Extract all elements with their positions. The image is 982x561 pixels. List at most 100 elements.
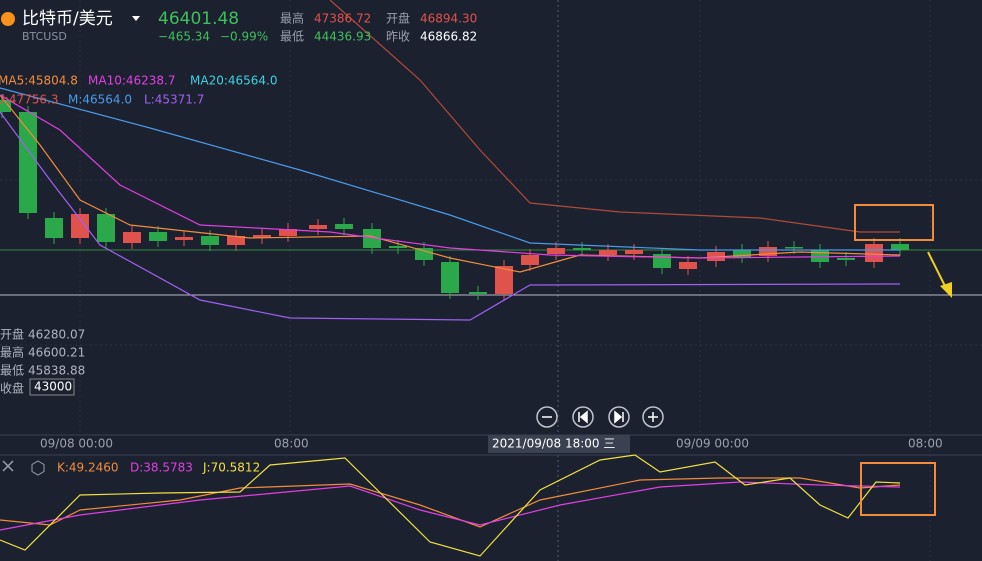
kdj-labels: K:49.2460 D:38.5783 J:70.5812 bbox=[57, 461, 260, 475]
symbol-code: BTCUSD bbox=[22, 30, 67, 43]
kdj-label: J:70.5812 bbox=[202, 461, 260, 475]
time-axis: 09/08 00:00 08:00 2021/09/08 18:00 三 09/09 … bbox=[40, 435, 943, 453]
candle-body bbox=[253, 235, 271, 238]
tooltip-value: 45838.88 bbox=[28, 364, 85, 378]
arrow-head bbox=[940, 282, 952, 298]
candle-body bbox=[309, 225, 327, 229]
candle-body bbox=[441, 262, 459, 293]
candle-body bbox=[573, 248, 591, 250]
change-pct: −0.99% bbox=[220, 30, 268, 44]
stats: 最高 47386.72 开盘 46894.30 最低 44436.93 昨收 46866.82 bbox=[280, 11, 477, 44]
candle-body bbox=[733, 250, 751, 257]
boll-label: M:46564.0 bbox=[68, 93, 132, 107]
time-label: 09/08 00:00 bbox=[40, 437, 113, 451]
candle-body bbox=[71, 214, 89, 238]
candles bbox=[0, 94, 909, 300]
highlight-box bbox=[860, 462, 936, 516]
stat-label: 最高 bbox=[280, 11, 304, 26]
candle-body bbox=[521, 255, 539, 265]
boll-lower bbox=[0, 111, 901, 321]
candle-body bbox=[19, 112, 37, 213]
candle-body bbox=[201, 236, 219, 245]
boll-label: U:47756.3 bbox=[0, 93, 58, 107]
candle-body bbox=[415, 248, 433, 260]
stat-value: 44436.93 bbox=[314, 30, 371, 44]
candle-body bbox=[227, 236, 245, 245]
candle-body bbox=[495, 266, 513, 294]
time-label: 2021/09/08 18:00 三 bbox=[492, 437, 615, 451]
arrow bbox=[927, 251, 947, 289]
candle-body bbox=[123, 232, 141, 243]
candle-body bbox=[759, 247, 777, 256]
indicator-labels: MA5:45804.8 MA10:46238.7 MA20:46564.0 U:477… bbox=[0, 74, 278, 107]
settings-icon[interactable] bbox=[31, 460, 45, 476]
candle-body bbox=[363, 229, 381, 248]
candle-body bbox=[45, 218, 63, 238]
stat-label: 昨收 bbox=[386, 30, 410, 44]
crosshair-time-box bbox=[488, 435, 630, 453]
boll-mid bbox=[0, 87, 900, 251]
ma-label: MA20:46564.0 bbox=[190, 74, 278, 88]
candle-body bbox=[891, 244, 909, 250]
time-label: 08:00 bbox=[274, 437, 309, 451]
boll-upper bbox=[329, 0, 900, 233]
tooltip: 开盘 46280.07 最高 46600.21 最低 45838.88 收盘 bbox=[0, 327, 85, 396]
stat-value: 46866.82 bbox=[420, 30, 477, 44]
tooltip-value: 46280.07 bbox=[28, 328, 85, 342]
dropdown-caret[interactable] bbox=[132, 16, 140, 21]
time-label: 09/09 00:00 bbox=[676, 437, 749, 451]
tooltip-value: 46600.21 bbox=[28, 346, 85, 360]
stat-value: 47386.72 bbox=[314, 12, 371, 26]
indicator-lines bbox=[0, 0, 901, 557]
ma10 bbox=[0, 94, 901, 259]
candle-body bbox=[335, 224, 353, 229]
kdj-label: K:49.2460 bbox=[57, 461, 119, 475]
zoom-icon bbox=[614, 410, 624, 424]
candle-body bbox=[811, 250, 829, 262]
candle-body bbox=[599, 250, 617, 255]
stat-value: 46894.30 bbox=[420, 12, 477, 26]
candle-body bbox=[653, 254, 671, 268]
price-label: 43000 bbox=[34, 380, 72, 394]
tooltip-label: 最低 bbox=[0, 364, 24, 378]
symbol-name[interactable]: 比特币/美元 bbox=[22, 9, 113, 29]
kdj-j bbox=[0, 454, 901, 557]
candle-body bbox=[679, 262, 697, 269]
candle-body bbox=[865, 244, 883, 262]
stat-label: 最低 bbox=[280, 30, 304, 44]
candle-body bbox=[837, 258, 855, 260]
zoom-controls bbox=[536, 406, 664, 428]
close-icon[interactable] bbox=[2, 460, 14, 472]
kdj-label: D:38.5783 bbox=[130, 461, 193, 475]
last-price: 46401.48 bbox=[158, 9, 239, 29]
tooltip-label: 收盘 bbox=[0, 381, 24, 396]
ma-label: MA10:46238.7 bbox=[88, 74, 176, 88]
candle-body bbox=[547, 248, 565, 254]
highlight-box bbox=[854, 204, 934, 241]
price-label-box bbox=[29, 378, 75, 396]
time-label: 08:00 bbox=[908, 437, 943, 451]
candle-body bbox=[785, 247, 803, 249]
zoom-icon bbox=[578, 410, 588, 424]
ma-label: MA5:45804.8 bbox=[0, 74, 78, 88]
boll-label: L:45371.7 bbox=[144, 93, 204, 107]
stat-label: 开盘 bbox=[386, 11, 410, 26]
kdj-d bbox=[0, 481, 901, 531]
btc-icon bbox=[1, 12, 15, 26]
candle-body bbox=[469, 292, 487, 294]
tooltip-label: 最高 bbox=[0, 345, 24, 360]
zoom-icon bbox=[648, 412, 658, 422]
candle-body bbox=[389, 246, 407, 248]
candle-body bbox=[625, 250, 643, 254]
candle-body bbox=[0, 100, 11, 112]
candle-body bbox=[175, 237, 193, 240]
change: −465.34 bbox=[158, 30, 210, 44]
tooltip-label: 开盘 bbox=[0, 327, 24, 342]
candle-body bbox=[97, 214, 115, 242]
candle-body bbox=[149, 232, 167, 241]
candle-body bbox=[279, 229, 297, 236]
ma5 bbox=[0, 94, 901, 273]
